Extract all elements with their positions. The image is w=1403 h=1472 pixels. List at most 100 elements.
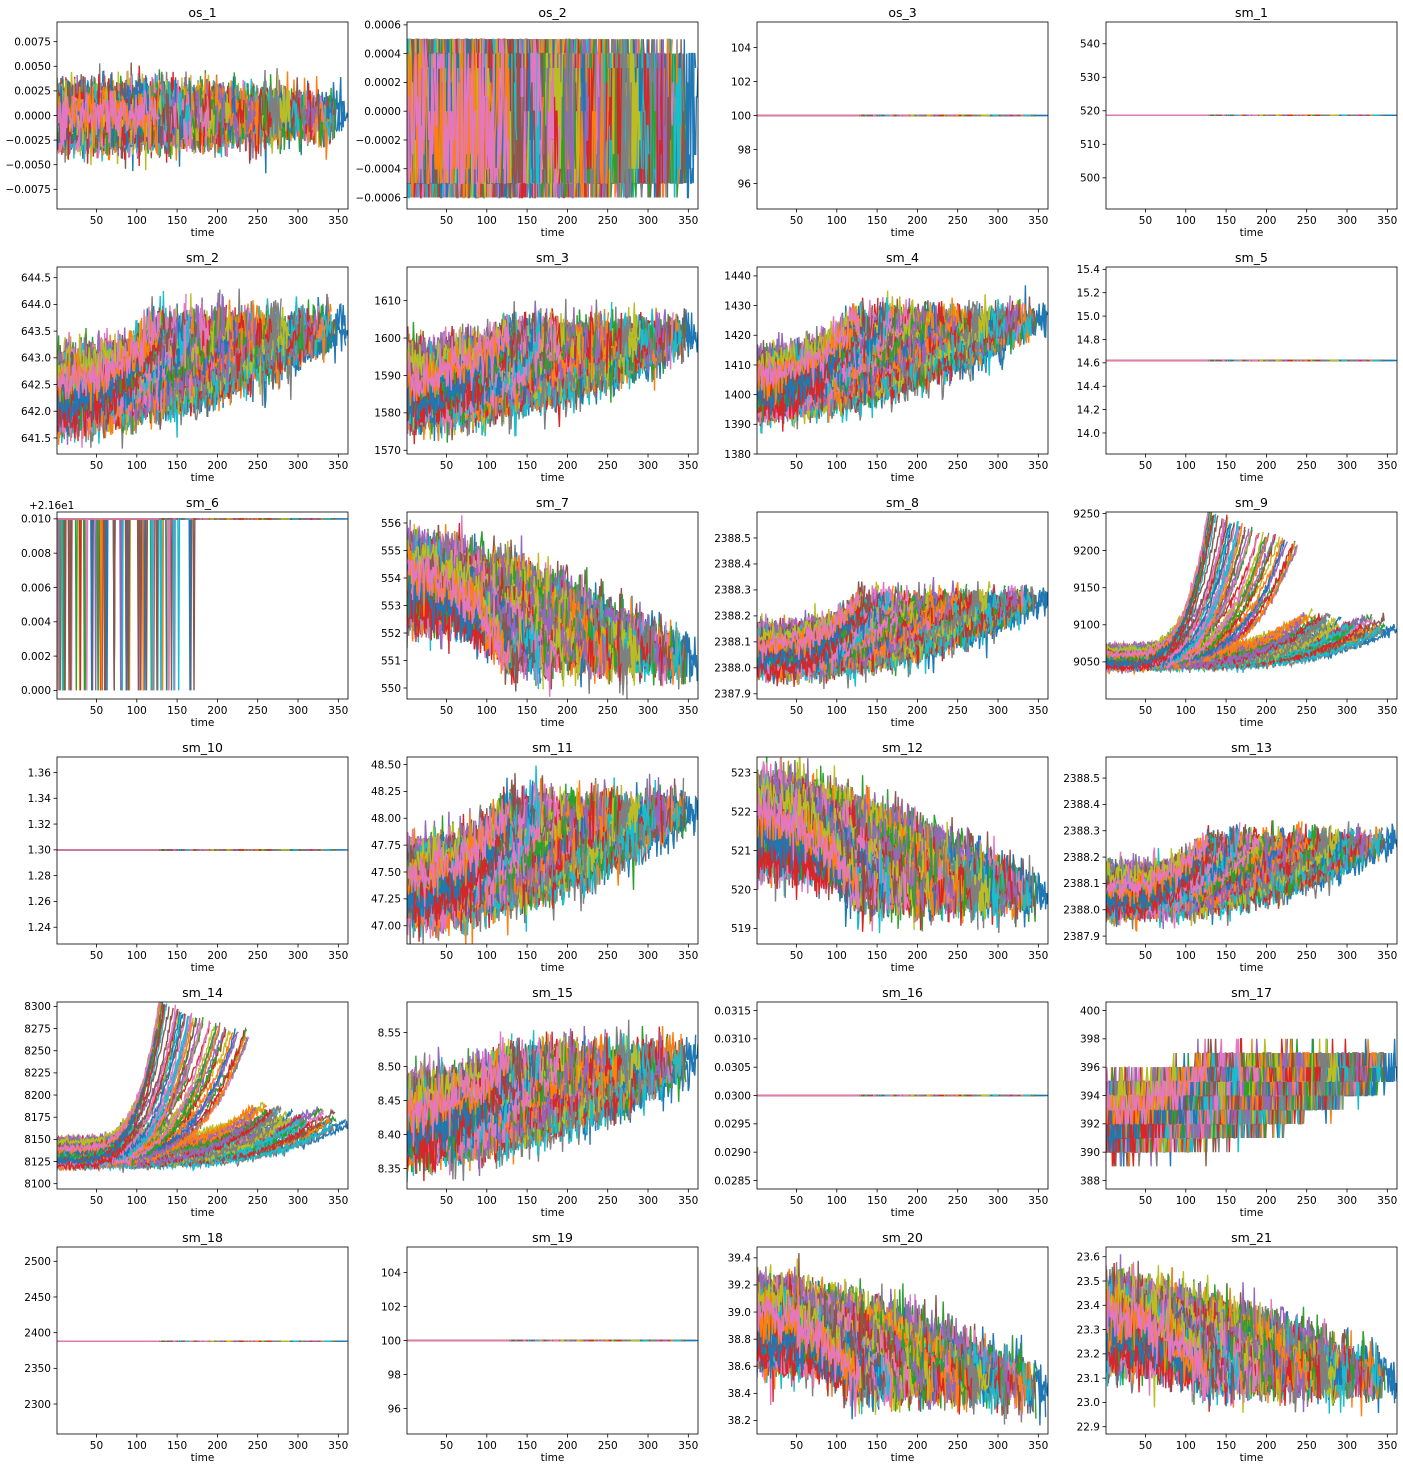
x-tick-label: 200 — [557, 1195, 577, 1207]
y-offset-text: +2.16e1 — [29, 500, 74, 512]
x-axis-label: time — [891, 472, 915, 484]
y-tick-label: 392 — [1080, 1119, 1100, 1131]
x-tick-label: 300 — [1337, 1440, 1357, 1452]
y-tick-label: 14.8 — [1077, 334, 1100, 346]
y-tick-label: 0.0000 — [364, 106, 401, 118]
y-tick-label: 8.35 — [378, 1163, 401, 1175]
x-tick-label: 300 — [988, 1440, 1008, 1452]
x-tick-label: 100 — [127, 460, 147, 472]
x-tick-label: 50 — [1139, 460, 1152, 472]
x-tick-label: 350 — [678, 950, 698, 962]
y-tick-label: 519 — [731, 923, 751, 935]
y-tick-label: 2388.2 — [1063, 852, 1100, 864]
x-tick-label: 150 — [517, 950, 537, 962]
x-tick-label: 200 — [557, 705, 577, 717]
x-tick-label: 200 — [907, 460, 927, 472]
y-tick-label: 9150 — [1073, 582, 1100, 594]
x-tick-label: 200 — [1256, 215, 1276, 227]
x-tick-label: 300 — [988, 950, 1008, 962]
x-tick-label: 350 — [1377, 1440, 1397, 1452]
y-tick-label: 500 — [1080, 173, 1100, 185]
y-tick-label: 100 — [381, 1335, 401, 1347]
y-tick-label: 644.0 — [21, 299, 51, 311]
y-tick-label: 48.00 — [371, 813, 401, 825]
y-tick-label: 1.28 — [28, 870, 51, 882]
x-tick-label: 200 — [557, 1440, 577, 1452]
y-tick-label: 1580 — [374, 408, 401, 420]
x-axis-label: time — [891, 962, 915, 974]
y-tick-label: 641.5 — [21, 433, 51, 445]
panel-title: sm_19 — [532, 1230, 573, 1245]
y-tick-label: 1.30 — [28, 845, 51, 857]
y-tick-label: 2388.0 — [714, 663, 751, 675]
x-axis-label: time — [191, 227, 215, 239]
y-tick-label: 520 — [731, 884, 751, 896]
y-tick-label: 0.0002 — [364, 77, 401, 89]
y-tick-label: 642.5 — [21, 379, 51, 391]
y-tick-label: 47.50 — [371, 867, 401, 879]
x-tick-label: 50 — [440, 460, 453, 472]
y-tick-label: 39.2 — [728, 1280, 751, 1292]
y-tick-label: −0.0025 — [5, 135, 51, 147]
y-tick-label: 643.0 — [21, 353, 51, 365]
y-tick-label: 14.6 — [1077, 358, 1101, 370]
y-tick-label: 8125 — [24, 1156, 51, 1168]
x-tick-label: 50 — [90, 1195, 103, 1207]
y-tick-label: 2388.5 — [1063, 773, 1100, 785]
panel-title: sm_14 — [182, 985, 223, 1000]
y-tick-label: 8275 — [24, 1023, 51, 1035]
x-tick-label: 350 — [328, 705, 348, 717]
y-tick-label: 2387.9 — [714, 689, 751, 701]
x-tick-label: 50 — [1139, 215, 1152, 227]
y-tick-label: 8250 — [24, 1046, 51, 1058]
x-tick-label: 50 — [440, 1195, 453, 1207]
x-tick-label: 300 — [1337, 950, 1357, 962]
x-tick-label: 250 — [948, 1195, 968, 1207]
y-tick-label: 2388.1 — [1063, 878, 1100, 890]
y-tick-label: 0.010 — [21, 514, 51, 526]
x-tick-label: 250 — [598, 1440, 618, 1452]
x-tick-label: 200 — [907, 1440, 927, 1452]
x-tick-label: 150 — [167, 705, 187, 717]
x-tick-label: 200 — [207, 705, 227, 717]
x-tick-label: 150 — [517, 1440, 537, 1452]
y-tick-label: 510 — [1080, 139, 1100, 151]
y-tick-label: 39.0 — [728, 1307, 751, 1319]
x-tick-label: 50 — [440, 950, 453, 962]
y-tick-label: 0.006 — [21, 582, 51, 594]
y-tick-label: 0.0300 — [714, 1090, 751, 1102]
x-tick-label: 300 — [638, 460, 658, 472]
x-tick-label: 50 — [440, 215, 453, 227]
y-tick-label: 2388.4 — [1063, 799, 1100, 811]
x-axis-label: time — [191, 472, 215, 484]
x-tick-label: 150 — [167, 1195, 187, 1207]
x-tick-label: 300 — [288, 1195, 308, 1207]
x-axis-label: time — [541, 1452, 565, 1464]
y-tick-label: 1380 — [724, 449, 751, 461]
x-axis-label: time — [191, 1207, 215, 1219]
x-tick-label: 50 — [440, 705, 453, 717]
y-tick-label: 400 — [1080, 1005, 1100, 1017]
x-tick-label: 50 — [90, 1440, 103, 1452]
y-tick-label: 2388.1 — [714, 637, 751, 649]
y-tick-label: 522 — [731, 806, 751, 818]
x-tick-label: 200 — [207, 950, 227, 962]
x-tick-label: 100 — [127, 1195, 147, 1207]
x-tick-label: 300 — [1337, 1195, 1357, 1207]
x-tick-label: 350 — [678, 705, 698, 717]
x-tick-label: 250 — [1297, 460, 1317, 472]
x-tick-label: 100 — [127, 1440, 147, 1452]
y-tick-label: 9200 — [1073, 545, 1100, 557]
panel-title: sm_9 — [1235, 495, 1268, 510]
panel-title: os_1 — [188, 5, 216, 20]
panel-title: sm_8 — [886, 495, 919, 510]
y-tick-label: 0.0305 — [714, 1062, 751, 1074]
y-tick-label: 530 — [1080, 72, 1100, 84]
y-tick-label: 39.4 — [728, 1253, 752, 1265]
x-tick-label: 250 — [598, 950, 618, 962]
x-tick-label: 350 — [1377, 950, 1397, 962]
y-tick-label: 552 — [381, 628, 401, 640]
y-tick-label: 100 — [731, 110, 751, 122]
y-tick-label: 0.002 — [21, 651, 51, 663]
y-tick-label: 9100 — [1073, 620, 1100, 632]
